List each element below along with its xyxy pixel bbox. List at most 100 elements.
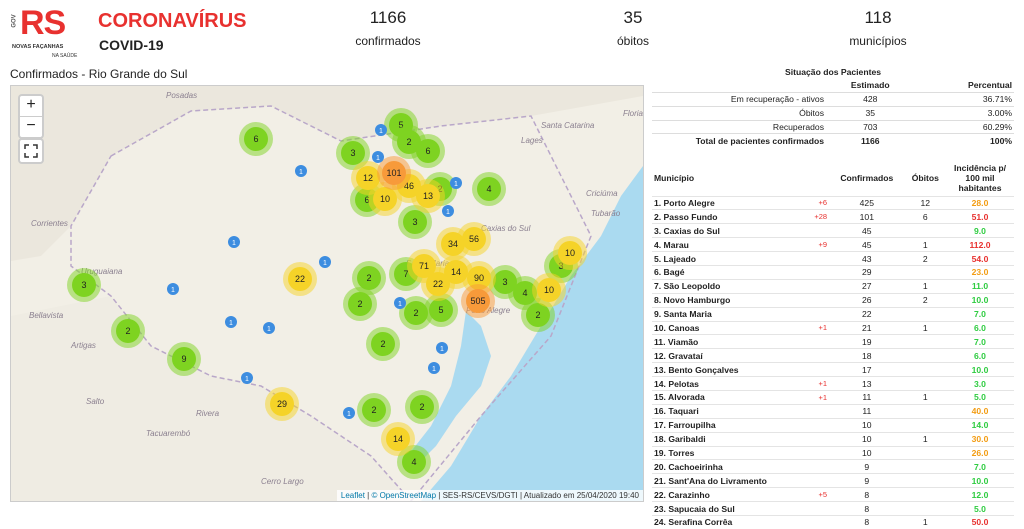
- new-cases: [806, 251, 830, 266]
- summary-cell: 3.00%: [914, 105, 1014, 121]
- deaths: [904, 473, 946, 488]
- cluster[interactable]: 2: [357, 393, 391, 427]
- municipality-row: 9. Santa Maria 22 7.0: [652, 306, 1014, 322]
- incidence: 6.0: [946, 348, 1014, 363]
- new-cases: [806, 264, 830, 280]
- cluster[interactable]: 101: [377, 156, 411, 190]
- cluster[interactable]: 2: [111, 314, 145, 348]
- new-cases: [806, 334, 830, 349]
- fullscreen-button[interactable]: [18, 138, 44, 164]
- cluster[interactable]: 90: [462, 261, 496, 295]
- cluster[interactable]: 2: [399, 296, 433, 330]
- cluster[interactable]: 2: [521, 298, 555, 332]
- cluster[interactable]: 3: [67, 268, 101, 302]
- place-label: Uruguaiana: [81, 267, 123, 276]
- summary-title-row: Situação dos Pacientes: [652, 66, 1014, 79]
- cluster[interactable]: 14: [381, 422, 415, 456]
- cluster-body: [442, 205, 454, 217]
- cluster[interactable]: 1: [167, 283, 179, 295]
- cluster[interactable]: 1: [428, 362, 440, 374]
- municipality-row: 17. Farroupilha 10 14.0: [652, 417, 1014, 433]
- cluster[interactable]: 4: [472, 172, 506, 206]
- cluster[interactable]: 56: [457, 222, 491, 256]
- column-header: Confirmados: [840, 172, 894, 183]
- cluster[interactable]: 13: [411, 179, 445, 213]
- incidence: 5.0: [946, 501, 1014, 516]
- summary-cell: 60.29%: [914, 119, 1014, 134]
- cluster[interactable]: 5: [424, 293, 458, 327]
- deaths: 1: [904, 389, 946, 405]
- deaths: [904, 348, 946, 363]
- incidence: 112.0: [946, 237, 1014, 252]
- cluster[interactable]: 3: [398, 205, 432, 239]
- cluster-count: 56: [469, 234, 479, 244]
- cluster[interactable]: 1: [319, 256, 331, 268]
- municipality-name: 7. São Leopoldo: [652, 278, 807, 294]
- cluster-body: [372, 151, 384, 163]
- summary-cell: Recuperados: [652, 119, 826, 134]
- map[interactable]: Posadas Santa Catarina Lages Florianópolis C…: [10, 85, 644, 502]
- cluster[interactable]: 1: [372, 151, 384, 163]
- cluster-body: [362, 398, 386, 422]
- cluster[interactable]: 6: [239, 122, 273, 156]
- cluster[interactable]: 2: [352, 261, 386, 295]
- cluster-count: 5: [398, 120, 403, 130]
- cluster-count: 1: [229, 320, 233, 327]
- cluster[interactable]: 29: [265, 387, 299, 421]
- summary-row: Óbitos 35 3.00%: [652, 105, 1014, 121]
- cluster[interactable]: 10: [553, 236, 587, 270]
- cluster[interactable]: 22: [421, 267, 455, 301]
- cluster[interactable]: 1: [263, 322, 275, 334]
- cluster[interactable]: 1: [442, 205, 454, 217]
- cluster[interactable]: 1: [228, 236, 240, 248]
- cluster[interactable]: 1: [394, 297, 406, 309]
- deaths: 1: [904, 431, 946, 447]
- cluster[interactable]: 2: [405, 390, 439, 424]
- cluster-body: [537, 278, 561, 302]
- zoom-out[interactable]: −: [26, 117, 36, 134]
- cluster[interactable]: 2: [366, 327, 400, 361]
- fullscreen-icon: [24, 144, 38, 158]
- municipality-row: 4. Marau +9 45 1 112.0: [652, 237, 1014, 252]
- osm-link[interactable]: © OpenStreetMap: [371, 491, 437, 500]
- cluster[interactable]: 1: [450, 177, 462, 189]
- cluster[interactable]: 1: [436, 342, 448, 354]
- confirmed: 9: [829, 473, 905, 488]
- new-cases: [806, 445, 830, 460]
- leaflet-link[interactable]: Leaflet: [340, 491, 365, 500]
- lagoon: [406, 311, 491, 466]
- cluster[interactable]: 4: [397, 445, 431, 479]
- municipality-body: 1. Porto Alegre +6 425 12 28.0 2. Passo Fundo…: [652, 195, 1014, 529]
- cluster[interactable]: 2: [343, 287, 377, 321]
- cluster[interactable]: 3: [336, 136, 370, 170]
- cluster[interactable]: 1: [241, 372, 253, 384]
- confirmed: 27: [829, 278, 905, 294]
- cluster[interactable]: 9: [167, 342, 201, 376]
- cluster[interactable]: 1: [375, 124, 387, 136]
- incidence: 3.0: [946, 376, 1014, 391]
- cluster-count: 10: [544, 285, 554, 295]
- confirmed: 10: [829, 417, 905, 433]
- new-cases: [806, 362, 830, 377]
- cluster[interactable]: 10: [532, 273, 566, 307]
- cluster[interactable]: 1: [295, 165, 307, 177]
- municipality-row: 13. Bento Gonçalves 17 10.0: [652, 362, 1014, 377]
- cluster[interactable]: 505: [461, 284, 495, 318]
- incidence: 26.0: [946, 445, 1014, 460]
- zoom-in[interactable]: +: [20, 96, 42, 117]
- cluster[interactable]: 1: [343, 407, 355, 419]
- summary-cell: 100%: [914, 133, 1014, 148]
- stat: 1166 confirmados: [308, 8, 468, 48]
- municipality-name: 3. Caxias do Sul: [652, 223, 807, 238]
- incidence: 28.0: [946, 195, 1014, 210]
- map-title: Confirmados - Rio Grande do Sul: [10, 67, 188, 81]
- cluster[interactable]: 6: [411, 134, 445, 168]
- summary-row: Total de pacientes confirmados 1166 100%: [652, 133, 1014, 148]
- cluster[interactable]: 22: [283, 262, 317, 296]
- cluster[interactable]: 10: [368, 182, 402, 216]
- zoom-control: + −: [18, 94, 44, 139]
- map-svg: Posadas Santa Catarina Lages Florianópolis C…: [11, 86, 643, 501]
- cluster[interactable]: 1: [225, 316, 237, 328]
- cluster-body: [167, 283, 179, 295]
- stat: 118 municípios: [798, 8, 958, 48]
